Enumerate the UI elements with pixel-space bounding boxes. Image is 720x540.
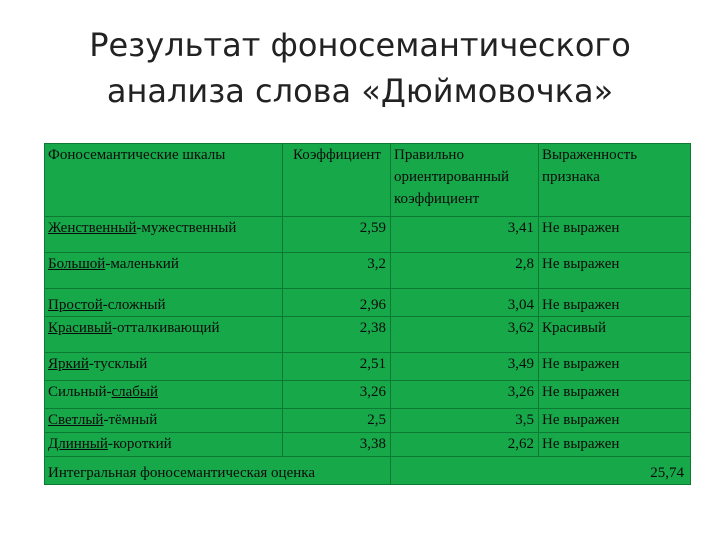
coefficient-cell: 3,2 (282, 252, 391, 289)
header-expression: Выраженность признака (538, 143, 691, 217)
scale-pole-b: отталкивающий (117, 320, 220, 336)
scale-pole-b: слабый (111, 384, 159, 400)
scale-separator: - (88, 356, 94, 372)
expression-cell: Не выражен (538, 432, 691, 457)
coefficient-cell: 2,96 (282, 288, 391, 317)
total-row: Интегральная фоносемантическая оценка 25… (44, 456, 691, 485)
header-coefficient: Коэффициент (282, 143, 391, 217)
scale-cell: Красивый-отталкивающий (44, 316, 283, 353)
scale-cell: Длинный-короткий (44, 432, 283, 457)
scale-pole-a: Простой (48, 297, 103, 313)
correct-coefficient-cell: 3,49 (390, 352, 539, 381)
correct-coefficient-cell: 2,8 (390, 252, 539, 289)
scale-pole-b: маленький (110, 256, 179, 272)
scale-separator: - (102, 297, 108, 313)
correct-coefficient-cell: 3,5 (390, 408, 539, 433)
scale-cell: Яркий-тусклый (44, 352, 283, 381)
expression-cell: Не выражен (538, 216, 691, 253)
table-row: Большой-маленький 3,2 2,8 Не выражен (44, 252, 691, 289)
table-row: Простой-сложный 2,96 3,04 Не выражен (44, 288, 691, 317)
scale-pole-b: тёмный (108, 412, 158, 428)
scale-pole-b: тусклый (93, 356, 148, 372)
scale-pole-a: Сильный (48, 384, 107, 400)
total-label: Интегральная фоносемантическая оценка (44, 456, 391, 485)
correct-coefficient-cell: 3,41 (390, 216, 539, 253)
total-value: 25,74 (390, 456, 691, 485)
scale-separator: - (112, 320, 118, 336)
scale-pole-a: Яркий (48, 356, 89, 372)
correct-coefficient-cell: 3,04 (390, 288, 539, 317)
coefficient-cell: 2,51 (282, 352, 391, 381)
correct-coefficient-cell: 3,26 (390, 380, 539, 409)
table-row: Красивый-отталкивающий 2,38 3,62 Красивы… (44, 316, 691, 353)
scale-cell: Светлый-тёмный (44, 408, 283, 433)
scale-pole-a: Светлый (48, 412, 104, 428)
table-row: Сильный-слабый 3,26 3,26 Не выражен (44, 380, 691, 409)
scale-separator: - (103, 412, 109, 428)
coefficient-cell: 2,5 (282, 408, 391, 433)
scale-cell: Большой-маленький (44, 252, 283, 289)
scale-pole-b: короткий (112, 436, 172, 452)
scale-separator: - (105, 256, 111, 272)
coefficient-cell: 3,26 (282, 380, 391, 409)
scale-cell: Простой-сложный (44, 288, 283, 317)
scale-separator: - (136, 220, 142, 236)
table-row: Длинный-короткий 3,38 2,62 Не выражен (44, 432, 691, 457)
expression-cell: Не выражен (538, 352, 691, 381)
slide-title: Результат фоносемантического анализа сло… (0, 22, 720, 114)
expression-cell: Не выражен (538, 380, 691, 409)
scale-separator: - (106, 384, 112, 400)
scale-pole-a: Красивый (48, 320, 113, 336)
scale-cell: Женственный-мужественный (44, 216, 283, 253)
scale-cell: Сильный-слабый (44, 380, 283, 409)
scale-pole-b: мужественный (141, 220, 237, 236)
header-correct-coefficient: Правильно ориентированный коэффициент (390, 143, 539, 217)
coefficient-cell: 3,38 (282, 432, 391, 457)
title-line-1: Результат фоносемантического (89, 26, 631, 64)
scale-pole-a: Женственный (48, 220, 137, 236)
scale-separator: - (107, 436, 113, 452)
correct-coefficient-cell: 3,62 (390, 316, 539, 353)
scale-pole-a: Большой (48, 256, 106, 272)
expression-cell: Красивый (538, 316, 691, 353)
header-row: Фоносемантические шкалы Коэффициент Прав… (44, 143, 691, 217)
table-row: Светлый-тёмный 2,5 3,5 Не выражен (44, 408, 691, 433)
coefficient-cell: 2,38 (282, 316, 391, 353)
scale-pole-a: Длинный (48, 436, 108, 452)
header-scales: Фоносемантические шкалы (44, 143, 283, 217)
expression-cell: Не выражен (538, 252, 691, 289)
coefficient-cell: 2,59 (282, 216, 391, 253)
title-line-2: анализа слова «Дюймовочка» (106, 72, 614, 110)
table-row: Женственный-мужественный 2,59 3,41 Не вы… (44, 216, 691, 253)
phonosemantic-table: Фоносемантические шкалы Коэффициент Прав… (44, 143, 691, 485)
expression-cell: Не выражен (538, 288, 691, 317)
scale-pole-b: сложный (107, 297, 166, 313)
expression-cell: Не выражен (538, 408, 691, 433)
correct-coefficient-cell: 2,62 (390, 432, 539, 457)
table-row: Яркий-тусклый 2,51 3,49 Не выражен (44, 352, 691, 381)
